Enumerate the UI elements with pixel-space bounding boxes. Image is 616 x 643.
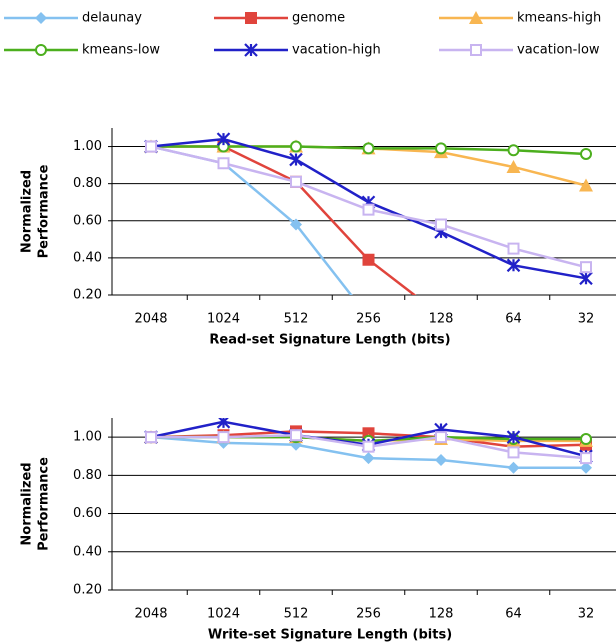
- y-axis-title: Performance: [37, 164, 52, 258]
- x-tick-label: 128: [429, 607, 454, 622]
- marker: [469, 11, 483, 24]
- marker: [580, 452, 592, 465]
- marker: [290, 429, 302, 442]
- y-axis-title: Normalized: [20, 170, 35, 253]
- x-tick-label: 64: [505, 312, 522, 327]
- legend-label: delaunay: [82, 11, 142, 26]
- x-tick-label: 64: [505, 607, 522, 622]
- x-tick-label: 256: [356, 607, 381, 622]
- y-tick-label: 0.20: [73, 288, 102, 303]
- y-tick-label: 0.60: [73, 506, 102, 521]
- x-tick-label: 512: [284, 607, 309, 622]
- marker: [580, 261, 592, 274]
- marker: [244, 43, 258, 57]
- marker: [506, 430, 521, 444]
- y-tick-label: 0.80: [73, 468, 102, 483]
- marker: [506, 159, 521, 173]
- y-tick-label: 0.40: [73, 250, 102, 265]
- plot-area: [144, 132, 593, 295]
- legend-label: vacation-high: [292, 43, 381, 58]
- marker: [435, 218, 447, 231]
- x-axis-title: Read-set Signature Length (bits): [209, 333, 450, 348]
- marker: [362, 452, 375, 465]
- marker: [216, 418, 231, 429]
- legend-label: genome: [292, 11, 345, 26]
- marker: [579, 178, 593, 192]
- marker: [435, 431, 447, 444]
- marker: [580, 147, 592, 160]
- marker: [580, 461, 592, 474]
- marker: [507, 242, 520, 255]
- x-tick-label: 512: [284, 312, 309, 327]
- marker: [289, 152, 303, 167]
- marker: [470, 44, 482, 56]
- marker: [35, 12, 47, 24]
- y-tick-label: 0.40: [73, 544, 102, 559]
- marker: [145, 140, 157, 153]
- marker: [290, 218, 302, 231]
- marker: [506, 258, 521, 273]
- x-tick-label: 256: [356, 312, 381, 327]
- y-tick-label: 0.60: [73, 213, 102, 228]
- marker: [290, 175, 302, 188]
- x-tick-label: 1024: [207, 607, 240, 622]
- legend-label: kmeans-low: [82, 43, 160, 58]
- y-axis-title: Normalized: [20, 462, 35, 545]
- x-tick-label: 2048: [134, 607, 167, 622]
- marker: [435, 142, 447, 155]
- x-tick-label: 32: [578, 607, 595, 622]
- marker: [362, 142, 375, 155]
- plot-area: [144, 418, 593, 474]
- marker: [217, 157, 230, 170]
- marker: [245, 12, 257, 24]
- y-tick-label: 0.80: [73, 176, 102, 191]
- marker: [35, 44, 47, 56]
- x-tick-label: 32: [578, 312, 595, 327]
- marker: [217, 431, 230, 444]
- legend-label: kmeans-high: [517, 11, 601, 26]
- marker: [507, 461, 520, 474]
- marker: [507, 446, 520, 459]
- x-tick-label: 128: [429, 312, 454, 327]
- x-tick-label: 2048: [134, 312, 167, 327]
- x-tick-label: 1024: [207, 312, 240, 327]
- y-tick-label: 1.00: [73, 430, 102, 445]
- marker: [362, 253, 375, 266]
- marker: [145, 431, 157, 444]
- marker: [362, 203, 375, 216]
- marker: [362, 440, 375, 453]
- marker: [216, 132, 231, 146]
- marker: [580, 433, 592, 446]
- marker: [507, 144, 520, 157]
- x-axis-title: Write-set Signature Length (bits): [208, 628, 452, 643]
- y-tick-label: 0.20: [73, 583, 102, 598]
- legend-label: vacation-low: [517, 43, 600, 58]
- marker: [435, 454, 447, 467]
- y-axis-title: Performance: [37, 457, 52, 551]
- marker: [579, 271, 593, 286]
- y-tick-label: 1.00: [73, 139, 102, 154]
- marker: [290, 140, 302, 153]
- series-line: [151, 145, 417, 295]
